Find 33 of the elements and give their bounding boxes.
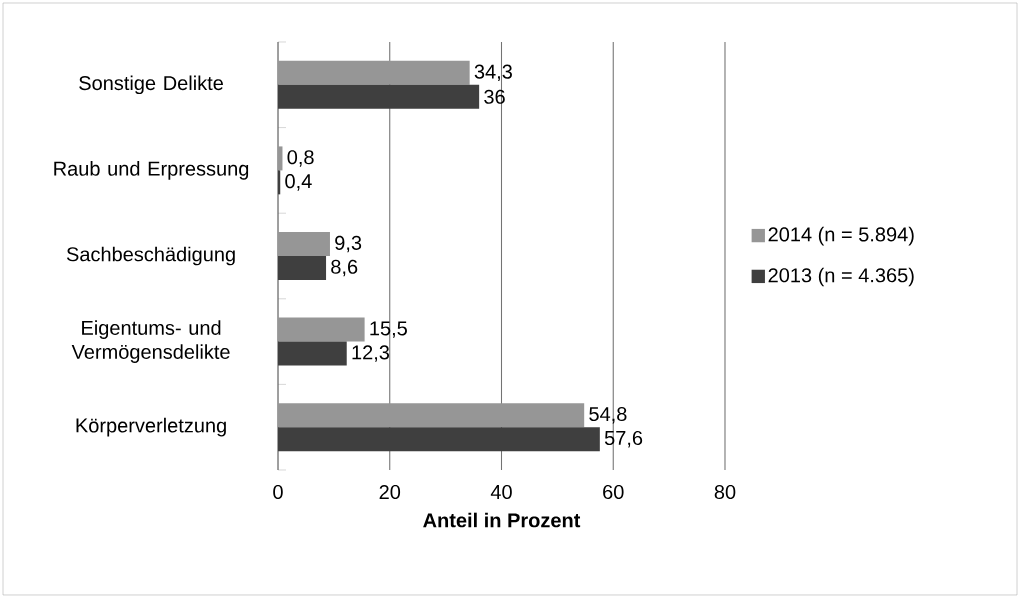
bar [278, 403, 585, 428]
legend-label: 2013 (n = 4.365) [768, 267, 914, 287]
data-label: 8,6 [331, 259, 358, 277]
bar [278, 317, 365, 342]
x-tick-label: 0 [273, 484, 283, 500]
x-tick-label: 40 [490, 484, 512, 500]
y-tick-label: Sachbeschädigung [66, 246, 235, 266]
data-label: 36 [484, 89, 505, 104]
bar [278, 427, 600, 452]
x-tick-label: 80 [714, 484, 736, 500]
bar [278, 170, 281, 195]
data-label: 54,8 [589, 406, 627, 424]
bar [278, 341, 347, 366]
legend-label: 2014 (n = 5.894) [768, 226, 914, 246]
x-tick-label: 60 [603, 484, 624, 500]
data-label: 12,3 [352, 345, 390, 362]
x-axis-title: Anteil in Prozent [423, 512, 581, 528]
data-label: 0,8 [287, 150, 314, 167]
bar [278, 60, 470, 85]
y-tick-label: Eigentums- und Vermögensdelikte [71, 320, 230, 363]
data-label: 15,5 [370, 321, 407, 338]
bar [278, 255, 327, 280]
bar [278, 232, 330, 256]
data-label: 0,4 [285, 174, 312, 191]
data-label: 34,3 [474, 64, 512, 82]
bar [278, 84, 480, 109]
y-tick-label: Raub und Erpressung [54, 161, 249, 180]
data-label: 9,3 [335, 235, 362, 253]
bar [278, 146, 283, 171]
y-tick-label: Sonstige Delikte [79, 75, 223, 95]
y-tick-label: Körperverletzung [76, 417, 226, 437]
data-label: 57,6 [604, 430, 643, 448]
x-tick-label: 20 [379, 484, 401, 500]
